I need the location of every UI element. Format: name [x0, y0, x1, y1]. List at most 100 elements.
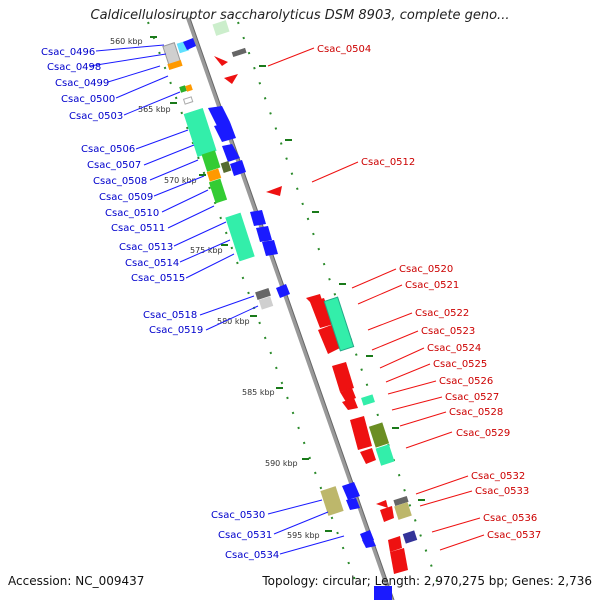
- gene-label[interactable]: Csac_0524: [427, 343, 481, 354]
- gene-feature[interactable]: [212, 20, 230, 36]
- gene-label[interactable]: Csac_0506: [81, 144, 135, 155]
- gene-feature[interactable]: [266, 186, 282, 196]
- gene-feature[interactable]: [179, 85, 187, 93]
- gene-label[interactable]: Csac_0511: [111, 223, 165, 234]
- gene-feature[interactable]: [231, 47, 247, 58]
- gene-feature[interactable]: [224, 74, 238, 84]
- gene-feature[interactable]: [350, 416, 372, 450]
- gene-feature[interactable]: [230, 160, 246, 176]
- gene-label[interactable]: Csac_0507: [87, 160, 141, 171]
- gene-feature[interactable]: [214, 122, 236, 142]
- scale-tick-marks: [150, 36, 425, 532]
- gene-feature[interactable]: [276, 284, 290, 298]
- gene-feature[interactable]: [183, 38, 196, 50]
- gene-feature[interactable]: [255, 288, 271, 300]
- gene-feature[interactable]: [323, 296, 355, 352]
- gene-feature[interactable]: [393, 495, 409, 507]
- gene-label[interactable]: Csac_0518: [143, 310, 197, 321]
- gene-feature[interactable]: [361, 394, 375, 406]
- scale-tick-label: 570 kbp: [164, 176, 197, 185]
- gene-label[interactable]: Csac_0520: [399, 264, 453, 275]
- gene-feature[interactable]: [256, 226, 272, 242]
- gene-feature[interactable]: [360, 448, 376, 464]
- gene-label[interactable]: Csac_0521: [405, 280, 459, 291]
- gene-label[interactable]: Csac_0522: [415, 308, 469, 319]
- gene-label[interactable]: Csac_0515: [131, 273, 185, 284]
- gene-feature[interactable]: [185, 84, 193, 92]
- gene-feature[interactable]: [394, 502, 412, 520]
- scale-tick-label: 585 kbp: [242, 388, 275, 397]
- gene-label[interactable]: Csac_0531: [218, 530, 272, 541]
- gene-feature[interactable]: [362, 538, 376, 548]
- gene-label[interactable]: Csac_0499: [55, 78, 109, 89]
- gene-label[interactable]: Csac_0514: [125, 258, 179, 269]
- reverse-label-leaders: [267, 47, 485, 551]
- scale-tick-label: 590 kbp: [265, 459, 298, 468]
- gene-feature[interactable]: [225, 212, 255, 262]
- gene-label[interactable]: Csac_0530: [211, 510, 265, 521]
- gene-label[interactable]: Csac_0534: [225, 550, 279, 561]
- gene-label[interactable]: Csac_0528: [449, 407, 503, 418]
- gene-label[interactable]: Csac_0523: [421, 326, 475, 337]
- gene-feature[interactable]: [340, 388, 356, 402]
- gene-label[interactable]: Csac_0508: [93, 176, 147, 187]
- forward-gene-features: [162, 38, 376, 548]
- reverse-gene-features: [212, 20, 418, 600]
- gene-label[interactable]: Csac_0503: [69, 111, 123, 122]
- gene-label[interactable]: Csac_0529: [456, 428, 510, 439]
- gene-label[interactable]: Csac_0509: [99, 192, 153, 203]
- map-title: Caldicellulosiruptor saccharolyticus DSM…: [90, 8, 510, 23]
- genome-summary-text: Topology: circular; Length: 2,970,275 bp…: [262, 574, 592, 588]
- gene-label[interactable]: Csac_0500: [61, 94, 115, 105]
- gene-feature[interactable]: [375, 444, 395, 466]
- gene-label[interactable]: Csac_0510: [105, 208, 159, 219]
- gene-feature[interactable]: [222, 144, 240, 162]
- gene-feature[interactable]: [258, 296, 274, 310]
- gene-feature[interactable]: [208, 106, 230, 128]
- gene-feature[interactable]: [402, 530, 418, 544]
- gene-label[interactable]: Csac_0537: [487, 530, 541, 541]
- gene-feature[interactable]: [201, 150, 221, 172]
- scale-tick-label: 560 kbp: [110, 37, 143, 46]
- gene-label[interactable]: Csac_0504: [317, 44, 371, 55]
- scale-tick-label: 595 kbp: [287, 531, 320, 540]
- gene-feature[interactable]: [390, 548, 408, 574]
- gene-feature[interactable]: [183, 107, 217, 157]
- gene-feature[interactable]: [206, 168, 222, 182]
- gene-feature[interactable]: [380, 506, 394, 522]
- gene-feature[interactable]: [167, 59, 183, 71]
- gene-feature[interactable]: [376, 500, 388, 508]
- gene-feature[interactable]: [320, 486, 344, 516]
- gene-feature[interactable]: [262, 240, 278, 256]
- gene-label[interactable]: Csac_0513: [119, 242, 173, 253]
- forward-label-leaders: [89, 44, 345, 555]
- gene-feature[interactable]: [388, 536, 402, 552]
- gene-feature[interactable]: [332, 362, 354, 392]
- reverse-gene-labels: Csac_0504 Csac_0512 Csac_0520 Csac_0521 …: [317, 44, 541, 541]
- gene-label[interactable]: Csac_0526: [439, 376, 493, 387]
- gene-feature[interactable]: [346, 498, 360, 510]
- gene-label[interactable]: Csac_0527: [445, 392, 499, 403]
- gene-label[interactable]: Csac_0512: [361, 157, 415, 168]
- gene-feature[interactable]: [342, 398, 358, 410]
- gene-feature[interactable]: [310, 298, 334, 328]
- gene-feature[interactable]: [368, 422, 390, 448]
- gene-feature[interactable]: [220, 161, 232, 173]
- gene-feature[interactable]: [250, 210, 266, 226]
- gene-feature[interactable]: [214, 56, 228, 66]
- gene-label[interactable]: Csac_0536: [483, 513, 537, 524]
- gene-label[interactable]: Csac_0496: [41, 47, 95, 58]
- gene-label[interactable]: Csac_0525: [433, 359, 487, 370]
- gene-feature[interactable]: [182, 96, 194, 105]
- gene-feature[interactable]: [208, 178, 228, 204]
- gene-label[interactable]: Csac_0498: [47, 62, 101, 73]
- gene-label[interactable]: Csac_0519: [149, 325, 203, 336]
- accession-text: Accession: NC_009437: [8, 574, 145, 588]
- gene-label[interactable]: Csac_0532: [471, 471, 525, 482]
- gene-label[interactable]: Csac_0533: [475, 486, 529, 497]
- scale-tick-label: 565 kbp: [138, 105, 171, 114]
- gene-feature[interactable]: [374, 586, 392, 600]
- gene-feature[interactable]: [342, 482, 360, 500]
